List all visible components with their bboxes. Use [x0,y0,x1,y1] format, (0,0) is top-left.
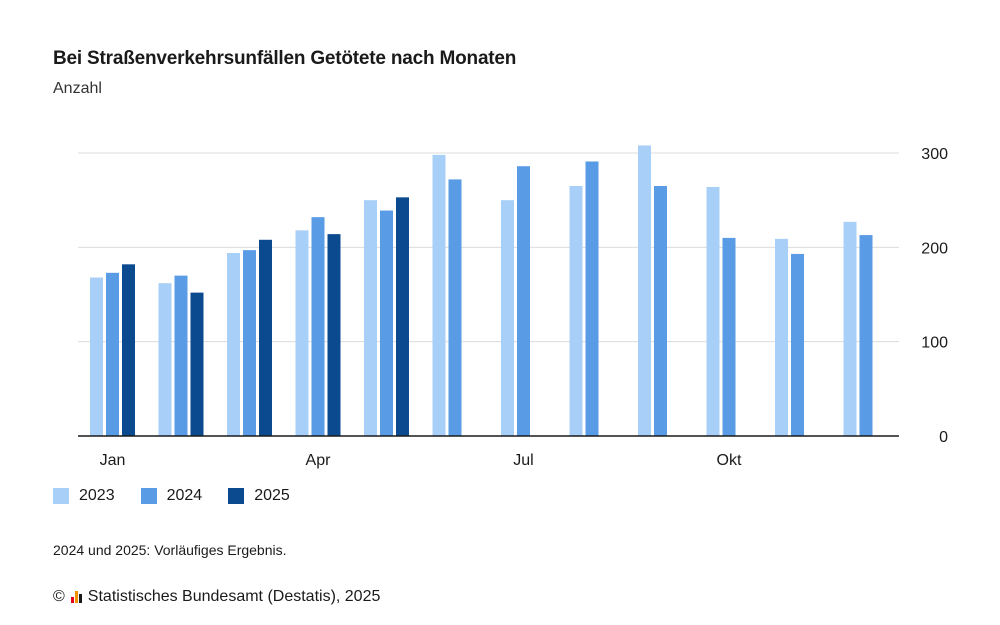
x-tick-label-Jul: Jul [513,452,533,469]
bar-2023-Aug [569,186,583,436]
legend-swatch-2024 [140,488,157,504]
bar-2023-Dez [843,221,857,436]
bar-2025-Feb [190,292,204,436]
legend-label-2025: 2025 [254,487,290,504]
legend-swatch-2023 [53,488,69,504]
bar-2023-Sep [638,145,651,436]
source-text: Statistisches Bundesamt (Destatis), 2025 [87,588,381,605]
source-credit: © Statistisches Bundesamt (Destatis), 20… [53,588,380,606]
bar-2024-Nov [791,253,804,436]
legend-label-2024: 2024 [166,487,203,504]
chart-subtitle: Anzahl [53,80,102,97]
bar-2024-Apr [311,217,325,436]
legend: 2023 2024 2025 [53,487,290,505]
bar-2025-Jan [122,264,135,436]
bar-2025-Apr [327,234,341,436]
logo-bar-2 [74,591,78,603]
bar-2023-Jan [90,277,103,436]
bar-2023-Mär [227,252,240,436]
bar-2024-Sep [654,186,667,436]
bar-2023-Okt [706,186,720,436]
bar-2023-Mai [364,200,377,436]
bar-2023-Jun [432,154,446,437]
bar-2024-Jan [106,272,119,436]
bar-2024-Mai [380,210,393,436]
legend-item-2023: 2023 [53,487,115,505]
y-tick-label-0: 0 [939,429,948,446]
logo-bar-3 [78,594,82,603]
bar-2025-Mär [259,239,272,436]
bar-2023-Feb [158,283,172,436]
destatis-logo-icon [70,591,82,603]
legend-item-2025: 2025 [228,487,290,505]
legend-swatch-2025 [228,488,245,504]
y-tick-label-300: 300 [921,146,948,163]
bar-2024-Jun [448,179,462,436]
y-tick-label-100: 100 [921,335,948,352]
y-tick-label-200: 200 [921,240,948,257]
footnote: 2024 und 2025: Vorläufiges Ergebnis. [53,542,287,558]
legend-item-2024: 2024 [140,487,203,505]
legend-label-2023: 2023 [79,487,115,504]
bar-2023-Jul [501,200,514,436]
x-tick-label-Okt: Okt [717,452,742,469]
bar-2024-Jul [517,166,530,436]
bar-2024-Mär [243,250,256,436]
chart-title: Bei Straßenverkehrsunfällen Getötete nac… [53,48,517,69]
logo-bar-1 [70,597,74,603]
x-tick-label-Jan: Jan [100,452,126,469]
bar-2024-Okt [722,237,736,436]
bar-2024-Feb [174,275,188,436]
x-tick-label-Apr: Apr [306,452,332,469]
bar-2024-Aug [585,161,599,437]
bar-2023-Nov [775,238,788,436]
copyright-symbol: © [53,588,65,605]
bar-2025-Mai [396,197,409,436]
bar-2023-Apr [295,230,309,436]
bar-2024-Dez [859,235,873,436]
